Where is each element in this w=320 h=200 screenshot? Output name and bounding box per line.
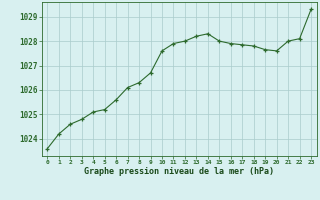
X-axis label: Graphe pression niveau de la mer (hPa): Graphe pression niveau de la mer (hPa) bbox=[84, 167, 274, 176]
